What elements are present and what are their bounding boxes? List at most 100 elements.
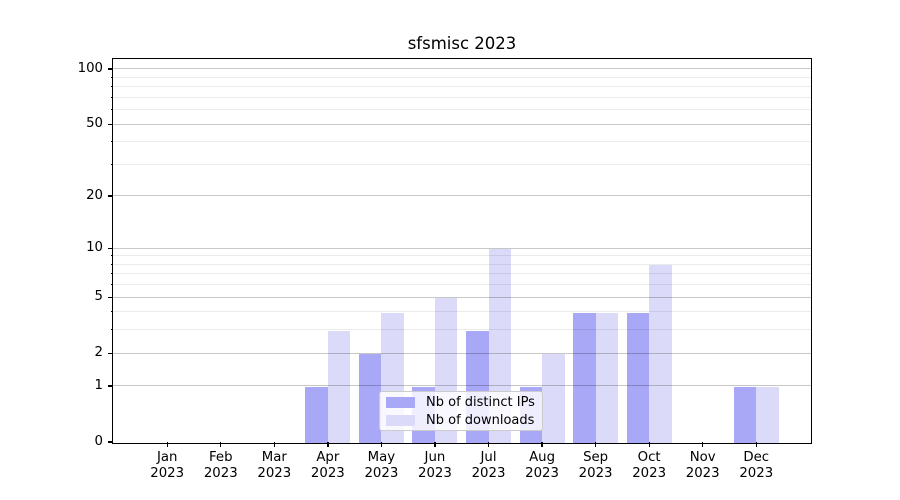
gridline-minor [113,76,811,78]
x-tick-mark [595,442,597,447]
gridline-minor [113,311,811,313]
gridline-minor [113,255,811,257]
x-tick-mark [648,442,650,447]
legend: Nb of distinct IPs Nb of downloads [379,391,543,431]
x-tick-mark [220,442,222,447]
x-tick-label-apr: Apr 2023 [291,450,365,482]
gridline-major [113,296,811,298]
y-minor-tick-mark [110,76,113,78]
x-tick-mark [327,442,329,447]
y-minor-tick-mark [110,284,113,286]
y-tick-mark [108,123,113,125]
y-tick-label: 50 [86,116,103,132]
gridline-minor [113,273,811,275]
x-tick-month: Aug [529,450,556,465]
y-minor-tick-mark [110,255,113,257]
y-tick-mark [108,385,113,387]
y-minor-tick-mark [110,96,113,98]
bar-distinct-ips-apr [305,386,328,443]
x-tick-month: Apr [316,450,340,465]
y-minor-tick-mark [110,86,113,88]
y-tick-label: 5 [94,289,103,305]
x-tick-year: 2023 [685,465,720,481]
y-tick-label: 20 [86,187,103,203]
x-tick-mark [380,442,383,447]
x-tick-year: 2023 [471,465,506,481]
x-tick-label-may: May 2023 [344,450,418,482]
x-tick-label-feb: Feb 2023 [184,450,258,482]
x-tick-year: 2023 [632,465,667,481]
x-tick-label-jan: Jan 2023 [130,450,204,482]
legend-swatch-distinct-ips [386,396,415,408]
x-tick-year: 2023 [203,465,238,481]
x-tick-mark [273,442,275,447]
gridline-major [113,247,811,249]
gridline-minor [113,263,811,265]
plot-area: 0 1 2 5 10 20 50 100 Jan 2023 Feb 2023 Mar 2023 Apr 202… [78,58,812,481]
x-tick-month: Mar [261,450,287,465]
x-tick-label-sep: Sep 2023 [559,450,633,482]
gridline-minor [113,141,811,143]
x-tick-label-nov: Nov 2023 [666,450,740,482]
x-tick-month: Dec [743,450,770,465]
y-minor-tick-mark [110,329,113,331]
x-tick-label-jul: Jul 2023 [452,450,526,482]
x-tick-year: 2023 [525,465,559,481]
chart-title: sfsmisc 2023 [407,34,517,53]
x-tick-year: 2023 [578,465,613,481]
bar-downloads-dec [756,386,779,443]
gridline-major [113,195,811,197]
x-tick-month: Oct [637,450,661,465]
legend-swatch-downloads [386,414,415,426]
x-tick-month: Feb [208,450,233,465]
x-tick-mark [702,442,704,447]
x-tick-mark [487,442,490,447]
x-tick-month: Jun [424,450,446,465]
gridline-minor [113,163,811,165]
y-minor-tick-mark [110,311,113,313]
x-tick-month: May [367,450,396,465]
bar-downloads-apr [327,330,351,443]
bar-downloads-sep [595,312,619,443]
y-tick-mark [108,296,113,298]
y-tick-mark [108,441,113,443]
x-tick-year: 2023 [418,465,452,481]
y-minor-tick-mark [110,273,113,275]
legend-label-distinct-ips: Nb of distinct IPs [426,394,535,410]
x-tick-year: 2023 [739,465,774,481]
gridline-minor [113,86,811,88]
x-tick-label-dec: Dec 2023 [719,450,793,482]
y-minor-tick-mark [110,163,113,165]
y-tick-mark [108,352,113,354]
x-tick-mark [166,442,168,447]
bar-distinct-ips-oct [626,312,650,443]
x-tick-year: 2023 [310,465,345,481]
x-tick-mark [755,442,757,447]
legend-item-downloads: Nb of downloads [386,413,534,428]
y-minor-tick-mark [110,109,113,111]
legend-label-downloads: Nb of downloads [426,412,535,428]
x-tick-mark [541,442,543,447]
gridline-minor [113,109,811,111]
x-tick-year: 2023 [364,465,399,481]
x-tick-year: 2023 [257,465,292,481]
y-tick-label: 1 [94,377,103,393]
y-minor-tick-mark [110,263,113,265]
gridline-minor [113,96,811,98]
x-tick-label-oct: Oct 2023 [612,450,686,482]
x-tick-year: 2023 [150,465,185,481]
x-tick-label-jun: Jun 2023 [398,450,472,482]
y-tick-label: 2 [94,345,103,361]
y-tick-mark [108,247,113,249]
y-tick-label: 0 [94,434,103,449]
legend-item-distinct-ips: Nb of distinct IPs [386,394,535,410]
x-tick-month: Nov [689,450,716,465]
x-tick-label-aug: Aug 2023 [505,450,579,482]
bar-distinct-ips-sep [573,312,596,443]
x-tick-month: Jul [480,450,497,465]
x-tick-month: Sep [583,450,609,465]
gridline-minor [113,329,811,331]
gridline-major [113,123,811,125]
bar-downloads-aug [542,354,565,443]
